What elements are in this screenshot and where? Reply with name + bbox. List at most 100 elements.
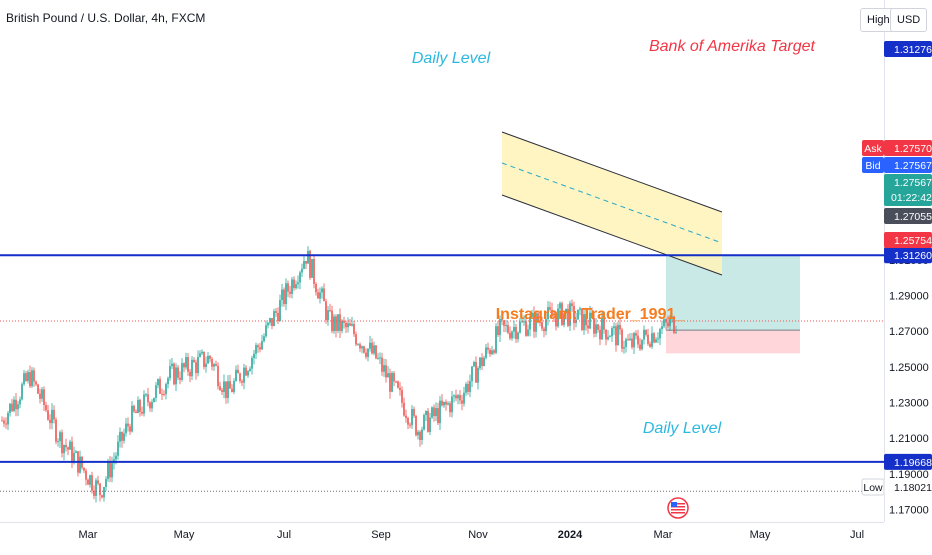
candle-body <box>197 356 199 374</box>
price-label-prefix: Low <box>863 482 883 494</box>
candle-body <box>383 365 385 372</box>
price-label-text: 1.19668 <box>894 457 932 469</box>
candle-body <box>101 495 103 498</box>
candle-body <box>589 312 591 329</box>
candle-body <box>659 329 661 339</box>
candle-body <box>129 426 131 432</box>
candle-body <box>97 480 99 484</box>
stop-zone[interactable] <box>666 330 800 354</box>
candle-body <box>421 429 423 441</box>
price-label-text: 1.27570 <box>894 143 932 155</box>
candle-body <box>483 357 485 366</box>
candle-body <box>387 373 389 378</box>
candle-body <box>501 318 503 321</box>
candle-body <box>631 338 633 348</box>
candle-body <box>99 483 101 496</box>
target-zone[interactable] <box>666 255 800 331</box>
candle-body <box>93 490 95 496</box>
candle-body <box>617 324 619 346</box>
candle-body <box>443 401 445 406</box>
instagram-annotation[interactable]: Instagram: Trader_1991_ <box>496 306 686 323</box>
candle-body <box>137 399 139 413</box>
candle-body <box>321 288 323 293</box>
candle-body <box>135 411 137 413</box>
candle-body <box>637 335 639 345</box>
candle-body <box>85 470 87 480</box>
candle-body <box>165 384 167 395</box>
channel-bottom-line[interactable] <box>501 194 723 276</box>
candle-body <box>313 258 315 284</box>
symbol-title[interactable]: British Pound / U.S. Dollar, 4h, FXCM <box>6 11 206 25</box>
candle-body <box>629 338 631 340</box>
candle-body <box>285 283 287 305</box>
price-tick-label: 1.17000 <box>889 505 929 517</box>
candle-body <box>603 317 605 330</box>
us-flag-event-icon[interactable] <box>667 497 689 519</box>
target-annotation[interactable]: Bank of Amerika Target <box>649 38 816 55</box>
candle-body <box>187 357 189 372</box>
candle-body <box>107 462 109 479</box>
candle-body <box>393 373 395 382</box>
candle-body <box>345 322 347 328</box>
daily-level-annotation[interactable]: Daily Level <box>643 420 722 437</box>
candle-body <box>437 408 439 424</box>
candle-body <box>123 433 125 441</box>
candle-body <box>525 321 527 336</box>
time-tick-label: Jul <box>277 529 291 541</box>
candle-body <box>449 403 451 413</box>
candle-body <box>649 343 651 347</box>
candle-body <box>79 456 81 473</box>
candle-body <box>25 373 27 381</box>
candle-body <box>627 339 629 341</box>
candle-body <box>29 372 31 387</box>
candle-body <box>371 342 373 354</box>
candle-body <box>365 352 367 357</box>
candle-body <box>271 318 273 327</box>
candle-body <box>67 447 69 450</box>
candle-body <box>621 329 623 349</box>
candle-body <box>297 282 299 285</box>
candle-body <box>59 432 61 442</box>
candle-body <box>671 316 673 320</box>
time-tick-label: Sep <box>371 529 391 541</box>
candle-body <box>155 385 157 398</box>
currency-button[interactable]: USD <box>890 8 928 32</box>
price-label-text: 1.27567 <box>894 177 932 189</box>
candle-body <box>639 344 641 350</box>
candle-body <box>323 288 325 302</box>
price-label-entry <box>884 208 932 224</box>
candle-body <box>47 410 49 420</box>
candle-body <box>231 388 233 393</box>
candle-body <box>283 289 285 305</box>
candle-body <box>223 381 225 392</box>
candle-body <box>167 378 169 385</box>
candle-body <box>299 272 301 283</box>
candle-body <box>543 328 545 332</box>
channel-top-line[interactable] <box>501 131 723 213</box>
candle-body <box>343 320 345 323</box>
candle-body <box>593 317 595 334</box>
candle-body <box>559 303 561 309</box>
candle-body <box>73 452 75 463</box>
time-tick-label: Jul <box>850 529 864 541</box>
candle-body <box>235 369 237 381</box>
candle-body <box>425 410 427 416</box>
candle-body <box>301 268 303 273</box>
candle-body <box>401 390 403 403</box>
candle-body <box>675 332 677 334</box>
candle-body <box>533 312 535 332</box>
candle-body <box>105 478 107 488</box>
candle-body <box>577 309 579 320</box>
candle-body <box>189 371 191 377</box>
daily-level-annotation[interactable]: Daily Level <box>412 50 491 67</box>
candle-body <box>573 305 575 324</box>
candle-body <box>117 441 119 456</box>
price-tick-label: 1.29000 <box>889 291 929 303</box>
candle-body <box>363 346 365 353</box>
candle-body <box>605 329 607 340</box>
candle-body <box>379 357 381 359</box>
candle-body <box>327 310 329 321</box>
candle-body <box>5 423 7 425</box>
candle-body <box>623 347 625 349</box>
